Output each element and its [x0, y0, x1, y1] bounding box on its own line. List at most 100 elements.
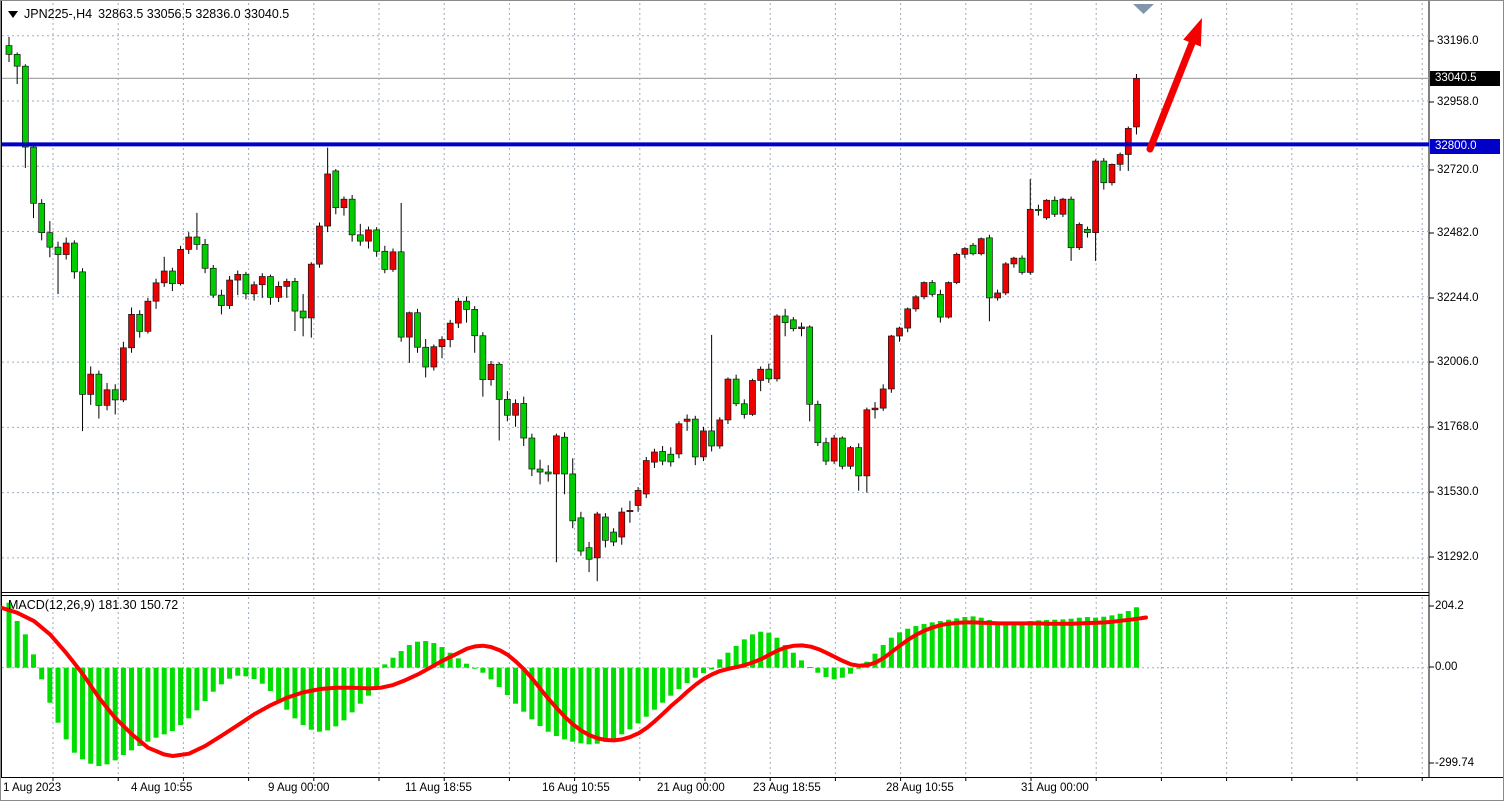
candle-body	[111, 389, 119, 401]
macd-histogram-bar	[333, 667, 339, 727]
trend-arrow-shaft[interactable]	[1146, 39, 1196, 153]
macd-histogram-bar	[807, 667, 813, 669]
candle-body	[340, 198, 348, 209]
candle-body	[732, 378, 740, 405]
macd-histogram-bar	[1035, 620, 1041, 668]
macd-histogram-bar	[611, 667, 617, 739]
candle-body	[54, 246, 62, 255]
macd-histogram-bar	[1109, 615, 1115, 668]
candle-body	[912, 296, 920, 310]
candle-body	[724, 378, 732, 421]
candle-body	[642, 460, 650, 495]
macd-histogram-bar	[1068, 618, 1074, 668]
candle-body	[928, 282, 936, 295]
macd-histogram-bar	[31, 654, 37, 668]
macd-histogram-bar	[1125, 611, 1131, 668]
macd-histogram-bar	[374, 667, 380, 689]
macd-histogram-bar	[178, 667, 184, 726]
macd-histogram-bar	[1052, 619, 1058, 668]
candle-body	[781, 315, 789, 323]
candle-body	[602, 516, 609, 541]
macd-histogram-bar	[341, 667, 347, 721]
candle-body	[30, 146, 37, 204]
candle-body	[716, 419, 724, 447]
candle-body	[95, 373, 103, 406]
candle-body	[544, 471, 552, 475]
candle-body	[1100, 160, 1108, 184]
macd-histogram-bar	[733, 646, 739, 668]
candle-body	[152, 282, 160, 302]
macd-histogram-bar	[80, 667, 86, 760]
candle-body	[536, 468, 544, 473]
candle-body	[904, 308, 912, 329]
macd-histogram-bar	[63, 667, 69, 740]
macd-histogram-bar	[496, 667, 502, 688]
candle-body	[144, 300, 152, 332]
macd-histogram-bar	[137, 667, 143, 747]
macd-histogram-bar	[937, 621, 943, 668]
macd-histogram-bar	[668, 667, 674, 696]
time-axis-label: 21 Aug 00:00	[657, 782, 725, 794]
macd-histogram-bar	[562, 667, 568, 740]
macd-histogram-bar	[1019, 622, 1025, 668]
macd-histogram-bar	[627, 667, 633, 730]
candle-body	[62, 242, 70, 255]
macd-histogram-bar	[635, 667, 641, 724]
symbol-dropdown-icon[interactable]	[8, 10, 18, 18]
candle-body	[765, 368, 773, 380]
level-price-badge: 32800.0	[1430, 139, 1500, 154]
candle-body	[348, 198, 356, 236]
macd-indicator-label: MACD(12,26,9) 181.30 150.72	[8, 598, 179, 612]
candle-body	[455, 300, 462, 324]
candle-body	[1051, 199, 1059, 215]
candle-body	[185, 236, 193, 250]
candle-body	[1116, 154, 1124, 165]
macd-histogram-bar	[455, 658, 461, 668]
trend-arrow-head[interactable]	[1183, 18, 1202, 47]
candle-body	[120, 347, 127, 401]
candle-body	[283, 281, 291, 287]
candle-body	[226, 279, 233, 306]
macd-axis-label: 204.2	[1435, 600, 1464, 612]
candle-body	[160, 270, 168, 284]
candle-body	[651, 451, 658, 463]
macd-histogram-bar	[790, 652, 796, 668]
macd-histogram-bar	[1027, 621, 1033, 668]
symbol-timeframe-label: JPN225-,H4	[24, 7, 93, 21]
macd-histogram-bar	[439, 647, 445, 668]
macd-histogram-bar	[954, 618, 960, 668]
macd-histogram-bar	[88, 667, 94, 764]
ohlc-readout: 32863.5 33056.5 32836.0 33040.5	[98, 7, 290, 21]
macd-histogram-bar	[243, 667, 249, 677]
candle-body	[920, 282, 928, 298]
macd-histogram-bar	[300, 667, 306, 726]
candle-body	[691, 418, 699, 458]
macd-histogram-bar	[472, 667, 478, 669]
candle-body	[553, 435, 560, 475]
macd-histogram-bar	[267, 667, 273, 692]
current-price-badge: 33040.5	[1430, 71, 1500, 86]
price-axis-label: 32244.0	[1437, 292, 1479, 304]
macd-histogram-bar	[55, 667, 61, 723]
macd-histogram-bar	[839, 667, 845, 678]
candle-body	[495, 363, 503, 400]
price-axis-label: 31292.0	[1437, 551, 1479, 563]
macd-histogram-bar	[325, 667, 331, 731]
candle-body	[969, 244, 977, 255]
candle-body	[937, 293, 944, 318]
candle-body	[1108, 163, 1116, 184]
candle-body	[618, 511, 626, 538]
candle-body	[504, 399, 511, 416]
candle-body	[1010, 257, 1018, 265]
candle-body	[593, 513, 601, 559]
macd-histogram-bar	[619, 667, 625, 735]
candle-body	[479, 335, 487, 380]
candle-body	[13, 54, 21, 67]
time-axis-label: 16 Aug 10:55	[542, 782, 610, 794]
chart-shift-marker-icon[interactable]	[1133, 4, 1154, 14]
candle-body	[757, 368, 764, 381]
macd-histogram-bar	[1044, 620, 1050, 668]
macd-histogram-bar	[504, 667, 510, 696]
candle-body	[520, 403, 528, 439]
